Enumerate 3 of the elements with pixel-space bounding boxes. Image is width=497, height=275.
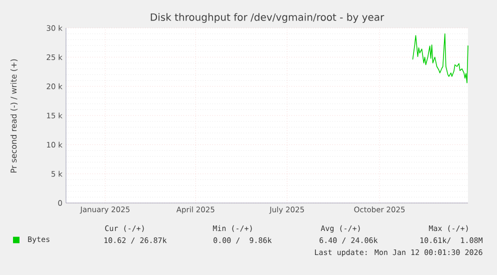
y-axis-title: Pr second read (-) / write (+) [10,59,18,173]
chart-title: Disk throughput for /dev/vgmain/root - by year [150,13,384,23]
line-series [412,33,468,84]
